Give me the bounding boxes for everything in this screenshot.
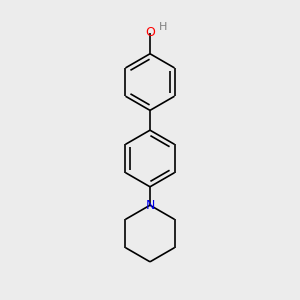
Text: H: H: [159, 22, 167, 32]
Text: O: O: [145, 26, 155, 39]
Text: N: N: [145, 199, 155, 212]
